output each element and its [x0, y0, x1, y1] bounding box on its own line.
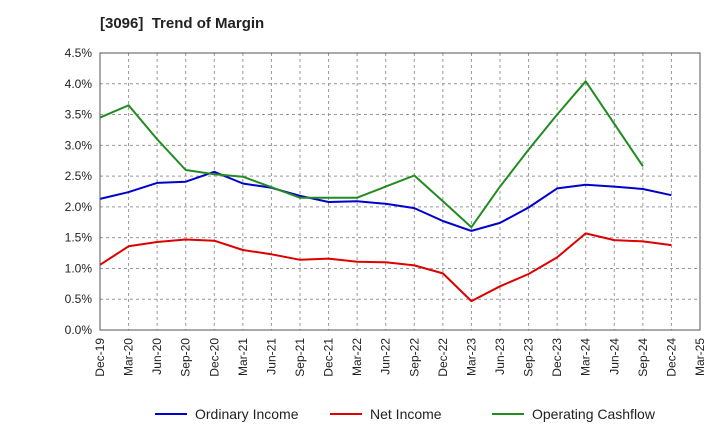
x-tick-label: Dec-21 — [322, 338, 336, 377]
x-tick-label: Mar-20 — [122, 338, 136, 376]
chart-title: [3096] Trend of Margin — [100, 15, 265, 32]
y-tick-label: 1.5% — [65, 231, 93, 245]
legend: Ordinary Income Net Income Operating Cashf… — [155, 406, 656, 422]
y-tick-label: 2.0% — [65, 200, 93, 214]
axis-layer: 0.0% 0.5% 1.0% 1.5% 2.0% 2.5% 3.0% 3.5% 4.0% 4.5%… — [65, 46, 707, 377]
legend-item-operating-cashflow: Operating Cashflow — [492, 406, 656, 422]
y-tick-label: 3.5% — [65, 108, 93, 122]
x-tick-label: Sep-20 — [179, 338, 193, 377]
y-tick-label: 4.0% — [65, 77, 93, 91]
y-tick-label: 3.0% — [65, 138, 93, 152]
series-layer — [99, 80, 672, 303]
x-tick-label: Dec-19 — [93, 338, 107, 377]
grid-layer — [99, 52, 701, 331]
x-tick-label: Sep-22 — [407, 338, 421, 377]
series-line-ordinary-income — [99, 170, 672, 232]
legend-label: Operating Cashflow — [532, 406, 656, 422]
y-tick-label: 0.0% — [65, 323, 93, 337]
x-tick-label: Mar-21 — [236, 338, 250, 376]
y-tick-label: 1.0% — [65, 261, 93, 275]
x-tick-label: Mar-25 — [693, 338, 707, 376]
y-tick-label: 4.5% — [65, 46, 93, 60]
x-tick-label: Sep-23 — [522, 338, 536, 377]
x-tick-label: Jun-23 — [493, 338, 507, 375]
legend-item-net-income: Net Income — [330, 406, 442, 422]
x-tick-label: Mar-24 — [579, 338, 593, 376]
plot-frame — [99, 52, 701, 331]
series-line-operating-cashflow — [99, 80, 644, 229]
x-tick-label: Jun-21 — [264, 338, 278, 375]
y-tick-label: 0.5% — [65, 292, 93, 306]
x-tick-label: Sep-24 — [636, 338, 650, 377]
x-tick-label: Dec-24 — [664, 338, 678, 377]
x-tick-label: Dec-22 — [436, 338, 450, 377]
x-tick-label: Jun-24 — [607, 338, 621, 375]
x-tick-label: Sep-21 — [293, 338, 307, 377]
legend-label: Ordinary Income — [195, 406, 299, 422]
x-tick-label: Dec-23 — [550, 338, 564, 377]
x-tick-label: Mar-22 — [350, 338, 364, 376]
x-tick-label: Jun-22 — [379, 338, 393, 375]
legend-label: Net Income — [370, 406, 442, 422]
legend-item-ordinary-income: Ordinary Income — [155, 406, 299, 422]
series-line-net-income — [99, 232, 672, 303]
x-tick-label: Mar-23 — [464, 338, 478, 376]
x-tick-label: Jun-20 — [150, 338, 164, 375]
y-tick-label: 2.5% — [65, 169, 93, 183]
x-tick-label: Dec-20 — [207, 338, 221, 377]
